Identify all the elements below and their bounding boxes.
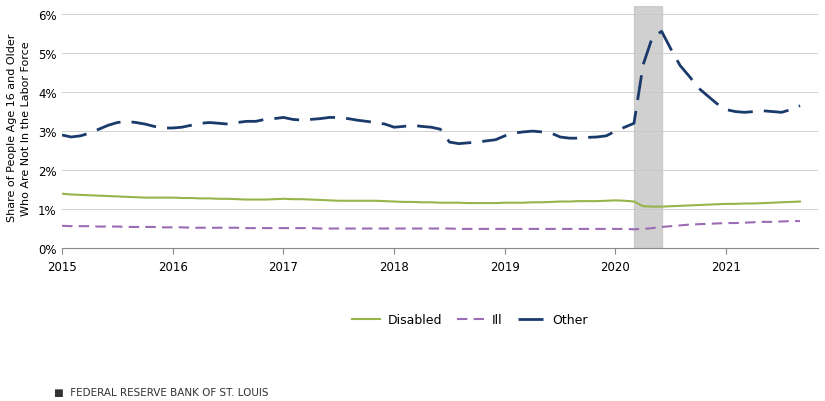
Bar xyxy=(634,7,662,249)
Y-axis label: Share of People Age 16 and Older
Who Are Not In the Labor Force: Share of People Age 16 and Older Who Are… xyxy=(7,34,31,222)
Legend: Disabled, Ill, Other: Disabled, Ill, Other xyxy=(347,308,593,331)
Text: ■  FEDERAL RESERVE BANK OF ST. LOUIS: ■ FEDERAL RESERVE BANK OF ST. LOUIS xyxy=(54,387,268,397)
